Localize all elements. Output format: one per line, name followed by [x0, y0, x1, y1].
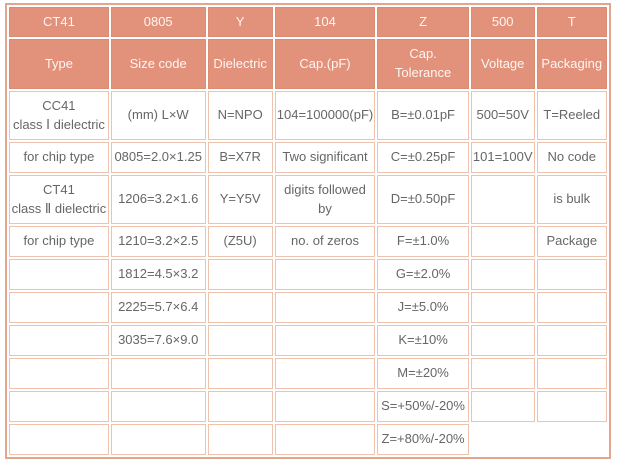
header-tolerance: Cap. Tolerance [377, 39, 469, 89]
table-cell [207, 424, 273, 455]
table-cell [110, 424, 206, 455]
table-cell: M=±20% [377, 358, 469, 389]
table-cell [470, 175, 535, 224]
table-cell [207, 391, 273, 422]
table-cell: Two significant [274, 142, 376, 173]
table-cell [274, 424, 376, 455]
table-cell: digits followed by [274, 175, 376, 224]
table-cell [207, 358, 273, 389]
table-cell [207, 325, 273, 356]
table-cell: (mm) L×W [110, 91, 206, 140]
table-cell [536, 358, 607, 389]
table-cell [9, 325, 109, 356]
header-dielectric: Dielectric [207, 39, 273, 89]
table-cell [536, 391, 607, 422]
code-voltage-cell: 500 [470, 7, 535, 37]
header-voltage: Voltage [470, 39, 535, 89]
table-cell [9, 424, 109, 455]
table-cell: Y=Y5V [207, 175, 273, 224]
table-cell [274, 292, 376, 323]
table-cell: is bulk [536, 175, 607, 224]
capacitor-part-number-table: CT41 0805 Y 104 Z 500 T Type Size code D… [5, 3, 611, 459]
table-cell [9, 358, 109, 389]
table-cell [536, 259, 607, 290]
table-cell: D=±0.50pF [377, 175, 469, 224]
code-tolerance-cell: Z [377, 7, 469, 37]
header-row: Type Size code Dielectric Cap.(pF) Cap. … [9, 39, 607, 89]
table-cell [207, 259, 273, 290]
table-cell: 1812=4.5×3.2 [110, 259, 206, 290]
table-cell: 1210=3.2×2.5 [110, 226, 206, 257]
table-cell: G=±2.0% [377, 259, 469, 290]
table-cell [470, 325, 535, 356]
table-cell [274, 325, 376, 356]
table-cell: 0805=2.0×1.25 [110, 142, 206, 173]
table-row: 2225=5.7×6.4 J=±5.0% [9, 292, 607, 323]
table-row: S=+50%/-20% [9, 391, 607, 422]
table-row: Z=+80%/-20% [9, 424, 607, 455]
code-type-cell: CT41 [9, 7, 109, 37]
table-cell: (Z5U) [207, 226, 273, 257]
table-row: M=±20% [9, 358, 607, 389]
table-cell: no. of zeros [274, 226, 376, 257]
code-size-cell: 0805 [110, 7, 206, 37]
header-size-code: Size code [110, 39, 206, 89]
table-cell [470, 358, 535, 389]
table-row: CC41 class Ⅰ dielectric (mm) L×W N=NPO 1… [9, 91, 607, 140]
table-cell: No code [536, 142, 607, 173]
table-cell: 101=100V [470, 142, 535, 173]
table-cell: CT41 class Ⅱ dielectric [9, 175, 109, 224]
code-row: CT41 0805 Y 104 Z 500 T [9, 7, 607, 37]
header-capacitance: Cap.(pF) [274, 39, 376, 89]
table-cell: S=+50%/-20% [377, 391, 469, 422]
table-cell: J=±5.0% [377, 292, 469, 323]
table-cell [9, 391, 109, 422]
table-cell: B=X7R [207, 142, 273, 173]
table-cell: for chip type [9, 142, 109, 173]
table-cell: 104=100000(pF) [274, 91, 376, 140]
table-row: 1812=4.5×3.2 G=±2.0% [9, 259, 607, 290]
table-row: 3035=7.6×9.0 K=±10% [9, 325, 607, 356]
table-cell [470, 259, 535, 290]
table-cell [274, 259, 376, 290]
table-cell: K=±10% [377, 325, 469, 356]
table-cell: F=±1.0% [377, 226, 469, 257]
table-cell: 500=50V [470, 91, 535, 140]
table-cell [536, 325, 607, 356]
table-cell [470, 391, 535, 422]
table-cell [9, 259, 109, 290]
table-cell [110, 358, 206, 389]
table-cell [274, 358, 376, 389]
header-type: Type [9, 39, 109, 89]
table-cell [207, 292, 273, 323]
table-cell: 1206=3.2×1.6 [110, 175, 206, 224]
table-cell [110, 391, 206, 422]
table-row: for chip type 0805=2.0×1.25 B=X7R Two si… [9, 142, 607, 173]
table-cell: B=±0.01pF [377, 91, 469, 140]
code-dielectric-cell: Y [207, 7, 273, 37]
table-cell [536, 292, 607, 323]
table-cell: Package [536, 226, 607, 257]
table-cell [470, 292, 535, 323]
table-cell [9, 292, 109, 323]
code-capacitance-cell: 104 [274, 7, 376, 37]
table-cell: for chip type [9, 226, 109, 257]
header-packaging: Packaging [536, 39, 607, 89]
table-cell [274, 391, 376, 422]
table-cell: T=Reeled [536, 91, 607, 140]
table-row: CT41 class Ⅱ dielectric 1206=3.2×1.6 Y=Y… [9, 175, 607, 224]
table-cell [470, 226, 535, 257]
table-cell: Z=+80%/-20% [377, 424, 469, 455]
table-cell: 3035=7.6×9.0 [110, 325, 206, 356]
table-row: for chip type 1210=3.2×2.5 (Z5U) no. of … [9, 226, 607, 257]
table-cell: N=NPO [207, 91, 273, 140]
code-packaging-cell: T [536, 7, 607, 37]
table-cell: CC41 class Ⅰ dielectric [9, 91, 109, 140]
table-cell: C=±0.25pF [377, 142, 469, 173]
table-cell: 2225=5.7×6.4 [110, 292, 206, 323]
